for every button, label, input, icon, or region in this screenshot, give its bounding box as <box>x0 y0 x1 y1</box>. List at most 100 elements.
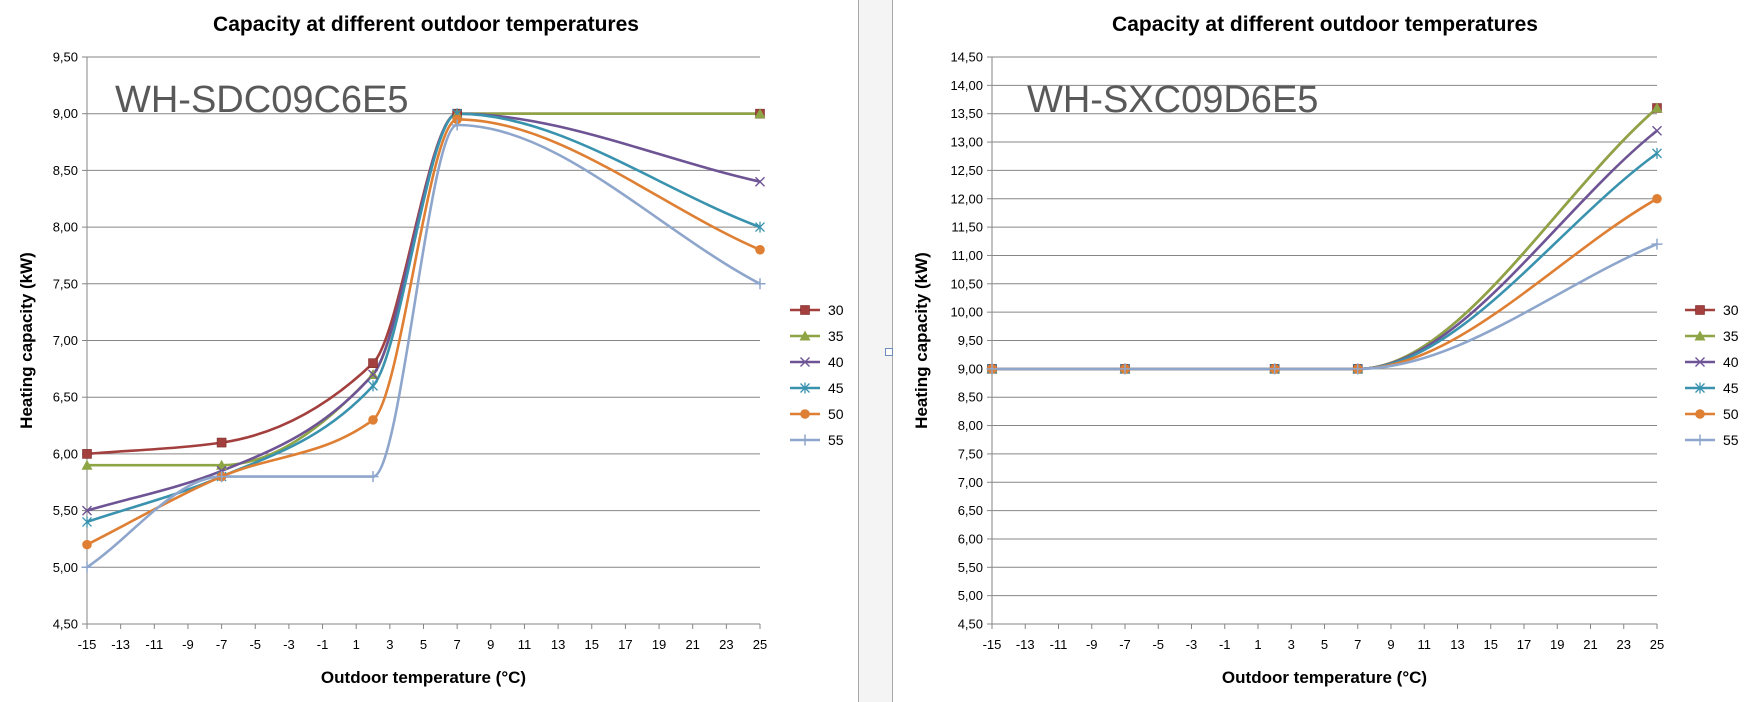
y-tick-label: 8,50 <box>53 163 78 178</box>
legend-marker-30 <box>800 305 810 315</box>
legend-marker-55 <box>799 434 811 446</box>
x-axis-label: Outdoor temperature (°C) <box>321 668 526 687</box>
x-tick-label: 9 <box>487 637 494 652</box>
y-tick-label: 7,00 <box>53 333 78 348</box>
data-point-45 <box>368 380 378 392</box>
x-tick-label: 13 <box>551 637 565 652</box>
legend-label-35: 35 <box>828 328 844 344</box>
y-tick-label: 6,50 <box>53 390 78 405</box>
data-point-55 <box>1269 363 1281 375</box>
legend-label-50: 50 <box>1723 406 1739 422</box>
chart-right: Capacity at different outdoor temperatur… <box>912 13 1739 687</box>
data-point-45 <box>755 221 765 233</box>
y-tick-label: 8,00 <box>958 418 983 433</box>
series-line-40 <box>992 129 1658 371</box>
y-tick-label: 4,50 <box>53 617 78 632</box>
y-tick-label: 6,00 <box>958 531 983 546</box>
y-tick-label: 13,00 <box>950 135 983 150</box>
x-tick-label: 15 <box>585 637 599 652</box>
x-tick-label: 5 <box>420 637 427 652</box>
model-label: WH-SXC09D6E5 <box>1027 79 1318 121</box>
x-tick-label: 21 <box>1583 637 1597 652</box>
legend-label-50: 50 <box>828 406 844 422</box>
data-point-50 <box>1652 193 1662 204</box>
data-point-40 <box>1652 125 1662 136</box>
x-tick-label: 19 <box>1550 637 1564 652</box>
legend-marker-35 <box>1694 330 1706 341</box>
data-point-40 <box>755 176 765 187</box>
x-tick-label: 17 <box>1517 637 1531 652</box>
y-tick-label: 8,00 <box>53 220 78 235</box>
series-line-55 <box>86 123 761 569</box>
series-line-50 <box>86 118 761 546</box>
data-point-55 <box>216 471 228 483</box>
x-tick-label: -5 <box>249 637 261 652</box>
model-label: WH-SDC09C6E5 <box>115 79 409 121</box>
x-tick-label: 23 <box>719 637 733 652</box>
y-tick-label: 14,00 <box>950 78 983 93</box>
x-tick-label: -13 <box>1016 637 1035 652</box>
x-tick-label: 11 <box>1418 637 1432 652</box>
data-point-45 <box>82 516 92 528</box>
legend-marker-55 <box>1694 434 1706 446</box>
data-point-55 <box>754 278 766 290</box>
legend-marker-50 <box>800 409 810 419</box>
data-point-55 <box>1352 363 1364 375</box>
series-line-55 <box>992 242 1658 371</box>
x-tick-label: 7 <box>454 637 461 652</box>
x-tick-label: 23 <box>1617 637 1631 652</box>
data-point-50 <box>82 539 92 550</box>
data-point-30 <box>368 358 378 368</box>
legend-label-35: 35 <box>1723 328 1739 344</box>
resize-handle[interactable] <box>885 348 893 356</box>
y-tick-label: 13,50 <box>950 106 983 121</box>
y-tick-label: 10,00 <box>950 305 983 320</box>
x-tick-label: 13 <box>1450 637 1464 652</box>
x-tick-label: -3 <box>283 637 295 652</box>
legend-label-30: 30 <box>1723 302 1739 318</box>
x-tick-label: -11 <box>1050 637 1068 652</box>
series-line-35 <box>992 107 1658 371</box>
series-markers-50 <box>82 114 765 550</box>
x-tick-label: 7 <box>1354 637 1361 652</box>
y-tick-label: 6,50 <box>958 503 983 518</box>
y-tick-label: 12,50 <box>950 163 983 178</box>
legend: 30 35 40 45 50 55 <box>1685 302 1739 448</box>
x-tick-label: 15 <box>1484 637 1498 652</box>
x-tick-label: 19 <box>652 637 666 652</box>
series-markers-35 <box>81 108 766 470</box>
legend-label-30: 30 <box>828 302 844 318</box>
series-line-35 <box>86 112 760 467</box>
data-point-40 <box>82 505 92 516</box>
x-tick-label: -15 <box>78 637 97 652</box>
x-tick-label: -1 <box>317 637 329 652</box>
x-tick-label: -7 <box>216 637 228 652</box>
y-tick-label: 8,50 <box>958 390 983 405</box>
data-point-55 <box>1651 238 1663 250</box>
data-point-35 <box>754 108 766 119</box>
y-tick-label: 9,50 <box>958 333 983 348</box>
chart-left: Capacity at different outdoor temperatur… <box>17 13 844 687</box>
y-tick-label: 12,00 <box>950 191 983 206</box>
y-tick-label: 11,00 <box>951 248 983 263</box>
y-tick-label: 9,00 <box>958 361 983 376</box>
data-point-55 <box>986 363 998 375</box>
y-axis-label: Heating capacity (kW) <box>17 252 36 429</box>
series-line-30 <box>992 107 1658 371</box>
x-tick-label: -15 <box>983 637 1002 652</box>
legend-label-55: 55 <box>828 432 844 448</box>
legend-label-40: 40 <box>828 354 844 370</box>
legend-marker-35 <box>799 330 811 341</box>
y-axis-label: Heating capacity (kW) <box>912 252 931 429</box>
series-markers-40 <box>987 125 1662 374</box>
legend-marker-40 <box>1695 357 1705 367</box>
x-tick-label: -5 <box>1152 637 1164 652</box>
data-point-35 <box>1651 102 1663 113</box>
x-axis-label: Outdoor temperature (°C) <box>1222 668 1427 687</box>
x-tick-label: -1 <box>1219 637 1231 652</box>
legend-label-45: 45 <box>828 380 844 396</box>
x-tick-label: 21 <box>685 637 699 652</box>
legend-marker-45 <box>800 382 810 394</box>
y-tick-label: 7,50 <box>958 446 983 461</box>
data-point-40 <box>368 369 379 380</box>
